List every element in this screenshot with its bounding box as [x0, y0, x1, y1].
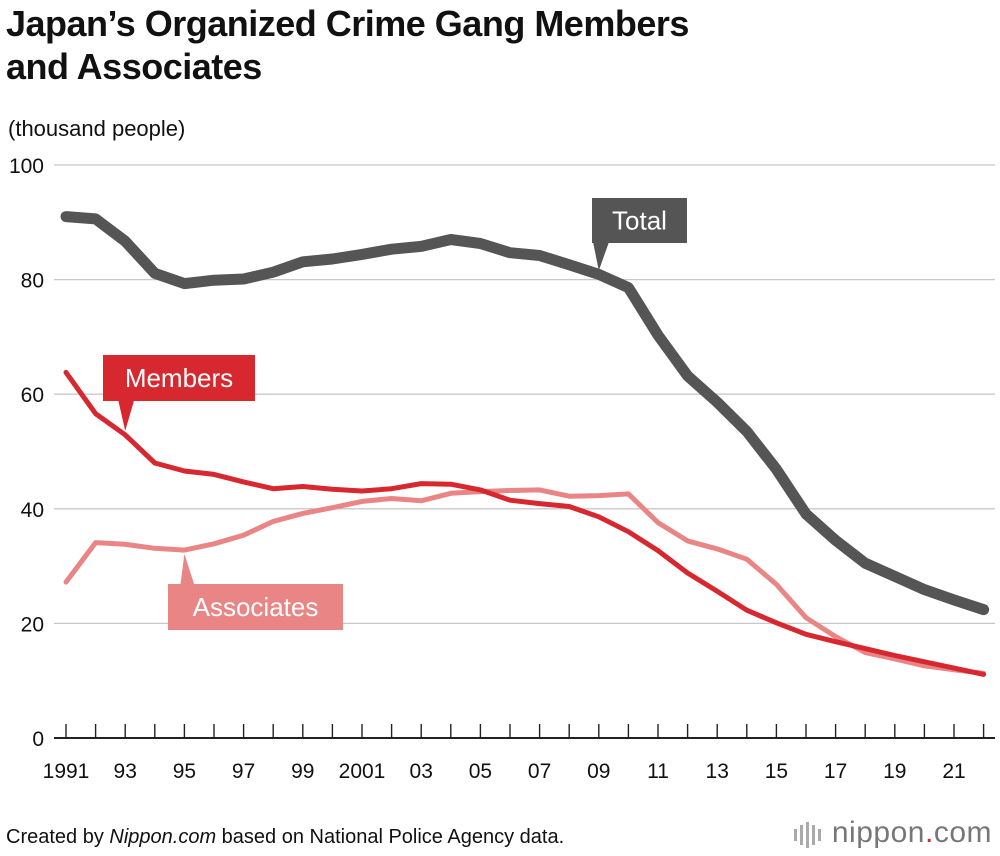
callout-total: Total [592, 198, 687, 271]
series-callouts: Total Members Associates [103, 198, 687, 630]
source-prefix: Created by [6, 826, 110, 848]
chart-title: Japan’s Organized Crime Gang Members and… [6, 2, 689, 88]
callout-box [592, 198, 687, 243]
y-axis-ticks: 0 20 40 60 80 100 [9, 155, 44, 751]
y-axis-unit-label: (thousand people) [8, 116, 186, 141]
x-tick-label: 95 [173, 760, 196, 783]
callout-members: Members [103, 355, 255, 431]
source-note: Created by Nippon.com based on National … [6, 826, 564, 849]
legend-label-total: Total [612, 206, 667, 236]
source-italic: Nippon.com [109, 826, 217, 848]
x-tick-label: 03 [410, 760, 433, 783]
callout-pointer [593, 242, 609, 271]
series-line-members [63, 369, 987, 677]
x-tick-label: 13 [706, 760, 729, 783]
x-tick-label: 21 [942, 760, 965, 783]
y-tick-label: 60 [21, 384, 44, 407]
x-tick-label: 93 [114, 760, 137, 783]
legend-label-associates: Associates [193, 592, 319, 622]
y-tick-label: 40 [21, 499, 44, 522]
series-lines [60, 211, 990, 677]
y-tick-label: 0 [32, 728, 44, 751]
brand-dot: . [924, 816, 934, 849]
x-tick-label: 1991 [43, 760, 90, 783]
series-line-total [60, 211, 990, 616]
x-tick-label: 2001 [339, 760, 386, 783]
callout-box [103, 355, 255, 401]
brand-mark-icon [793, 817, 824, 851]
x-tick-label: 11 [647, 760, 669, 783]
y-tick-label: 100 [9, 155, 44, 178]
legend-label-members: Members [125, 363, 233, 393]
callout-associates: Associates [168, 554, 343, 630]
series-line-associates [63, 487, 987, 676]
x-tick-label: 97 [232, 760, 255, 783]
callout-box [168, 584, 343, 630]
x-tick-label: 17 [824, 760, 847, 783]
brand-name: nippon [831, 816, 925, 849]
x-axis: 1991 93 95 97 99 2001 03 05 07 09 11 13 15 17 19 21 [43, 724, 985, 783]
chart-title-line-2: and Associates [6, 46, 262, 87]
x-tick-label: 15 [765, 760, 788, 783]
callout-pointer [180, 554, 195, 585]
callout-pointer [118, 400, 135, 431]
x-tick-label: 99 [291, 760, 314, 783]
chart-title-line-1: Japan’s Organized Crime Gang Members [6, 3, 689, 44]
x-tick-label: 05 [469, 760, 492, 783]
x-tick-label: 09 [587, 760, 610, 783]
x-tick-label: 19 [883, 760, 906, 783]
x-tick-label: 07 [528, 760, 551, 783]
y-tick-label: 20 [21, 613, 44, 636]
y-tick-label: 80 [21, 270, 44, 293]
brand-logo: nippon.com [793, 816, 992, 851]
brand-tld: com [933, 816, 992, 849]
source-suffix: based on National Police Agency data. [216, 826, 565, 848]
